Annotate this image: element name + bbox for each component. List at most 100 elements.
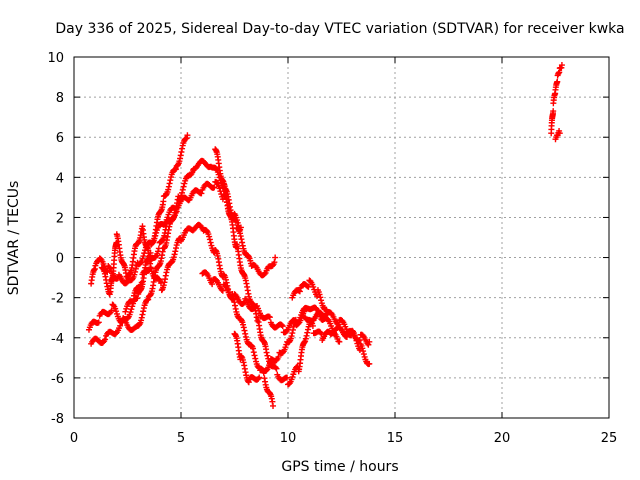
data-point [213,179,220,186]
series-track-5 [122,208,180,315]
x-tick-label: 5 [177,431,185,446]
data-point [203,227,210,234]
plot-border [73,56,610,419]
data-points [85,62,565,409]
data-point [264,352,271,359]
series-track-3 [88,178,244,287]
data-point [140,305,147,312]
data-point [222,276,229,283]
data-point [173,245,180,252]
data-point [554,78,561,85]
data-point [261,271,268,278]
data-point [181,180,188,187]
x-tick-label: 0 [70,431,78,446]
data-point [145,296,152,303]
data-point [139,255,146,262]
data-point [139,311,146,318]
x-tick-label: 25 [601,431,618,446]
data-point [173,166,180,173]
data-point [360,351,367,358]
x-tick-label: 15 [387,431,404,446]
y-tick-label: 6 [56,131,64,146]
y-tick-label: -4 [51,332,64,347]
y-tick-label: -6 [51,372,64,387]
data-point [359,345,366,352]
series-track-10 [548,62,565,137]
data-point [237,224,244,231]
data-point [155,245,162,252]
data-point [288,333,295,340]
data-point [309,322,316,329]
series-track-7 [199,269,373,348]
data-point [138,314,145,321]
data-point [128,306,135,313]
data-point [132,265,139,272]
grid-lines [74,57,609,418]
data-point [343,333,350,340]
data-point [179,189,186,196]
data-point [131,271,138,278]
y-tick-label: 4 [56,171,64,186]
x-tick-label: 10 [280,431,297,446]
data-point [113,330,120,337]
y-axis-label: SDTVAR / TECUs [6,181,22,296]
data-point [366,360,373,367]
data-point [211,184,218,191]
data-point [360,348,367,355]
data-point [198,190,205,197]
data-point [550,108,557,115]
data-point [172,248,179,255]
data-point [289,330,296,337]
data-point [270,402,277,409]
data-point [296,288,303,295]
data-point [140,253,147,260]
data-point [242,330,249,337]
data-point [206,233,213,240]
data-point [272,364,279,371]
y-tick-label: 2 [56,211,64,226]
data-point [153,229,160,236]
data-point [122,308,129,315]
data-point [278,321,285,328]
data-point [206,236,213,243]
data-point [302,335,309,342]
data-point [203,269,210,276]
data-point [304,329,311,336]
data-point [179,186,186,193]
data-point [216,185,223,192]
axis-ticks: 0 5 10 15 20 25 -8 -6 -4 -2 0 2 4 6 8 10 [47,51,617,446]
series-track-4 [98,221,277,409]
y-tick-label: -2 [51,292,64,307]
x-tick-label: 20 [494,431,511,446]
data-point [558,62,565,69]
data-point [217,188,224,195]
data-point [209,281,216,288]
data-point [138,317,145,324]
data-point [323,306,330,313]
data-point [266,314,273,321]
series-track-9 [289,277,330,313]
data-point [184,132,191,139]
data-point [252,355,259,362]
data-point [263,367,270,374]
data-point [336,338,343,345]
data-point [289,326,296,333]
data-point [152,253,159,260]
data-point [218,286,225,293]
y-tick-label: 10 [47,51,64,66]
data-point [167,177,174,184]
data-point [275,353,282,360]
data-point [240,324,247,331]
data-point [273,365,280,372]
data-point [160,198,167,205]
data-point [165,183,172,190]
data-point [152,232,159,239]
data-point [356,336,363,343]
data-point [263,349,270,356]
data-point [271,259,278,266]
data-point [256,374,263,381]
data-point [140,308,147,315]
series-track-8 [231,308,343,386]
